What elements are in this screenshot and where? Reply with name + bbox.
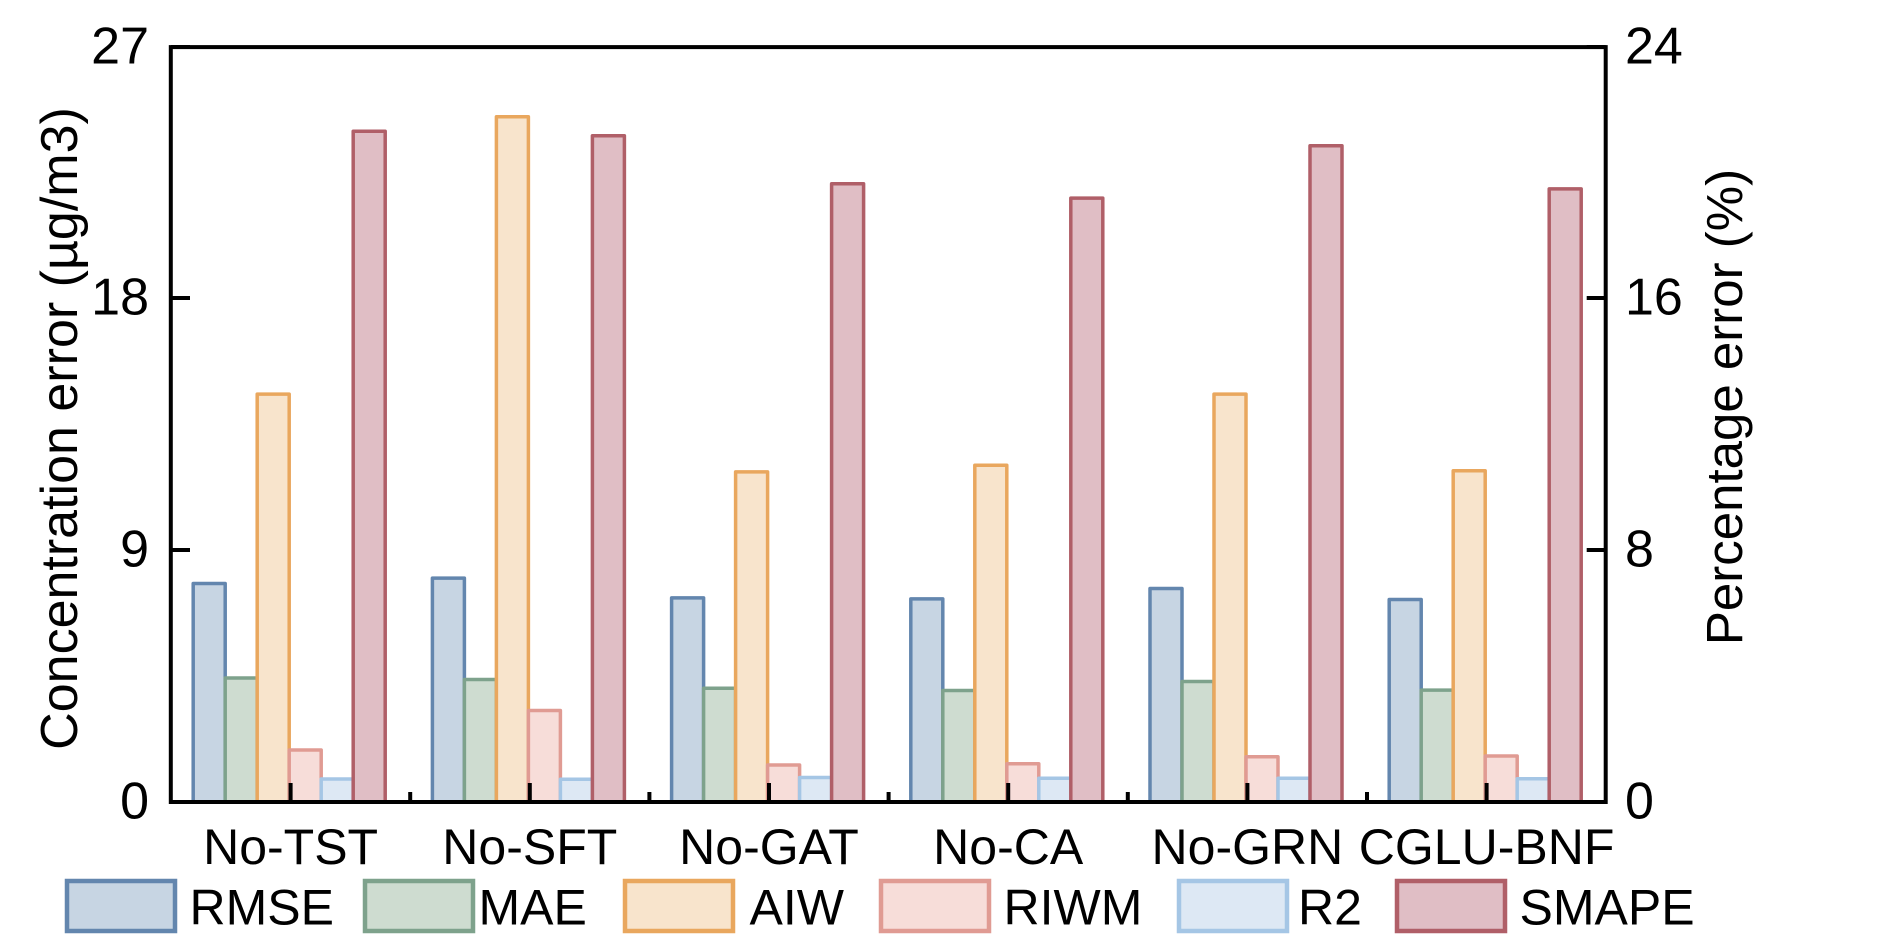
svg-text:27: 27: [91, 18, 149, 76]
svg-text:MAE: MAE: [479, 880, 587, 936]
svg-text:Concentration error (µg/m3): Concentration error (µg/m3): [31, 107, 89, 750]
svg-text:No-GAT: No-GAT: [679, 819, 859, 875]
svg-text:18: 18: [91, 269, 149, 327]
svg-text:R2: R2: [1298, 880, 1362, 936]
svg-text:24: 24: [1625, 18, 1683, 76]
svg-text:8: 8: [1625, 521, 1654, 579]
svg-text:RMSE: RMSE: [190, 880, 334, 936]
svg-text:CGLU-BNF: CGLU-BNF: [1359, 819, 1615, 875]
svg-text:16: 16: [1625, 269, 1683, 327]
svg-text:No-SFT: No-SFT: [442, 819, 617, 875]
svg-text:0: 0: [120, 773, 149, 831]
svg-text:Percentage error (%): Percentage error (%): [1696, 169, 1753, 645]
svg-text:AIW: AIW: [750, 880, 845, 936]
svg-text:RIWM: RIWM: [1004, 880, 1143, 936]
svg-text:No-CA: No-CA: [933, 819, 1084, 875]
svg-text:0: 0: [1625, 773, 1654, 831]
svg-text:9: 9: [120, 521, 149, 579]
svg-text:SMAPE: SMAPE: [1520, 880, 1695, 936]
svg-text:No-GRN: No-GRN: [1152, 819, 1344, 875]
svg-text:No-TST: No-TST: [203, 819, 378, 875]
